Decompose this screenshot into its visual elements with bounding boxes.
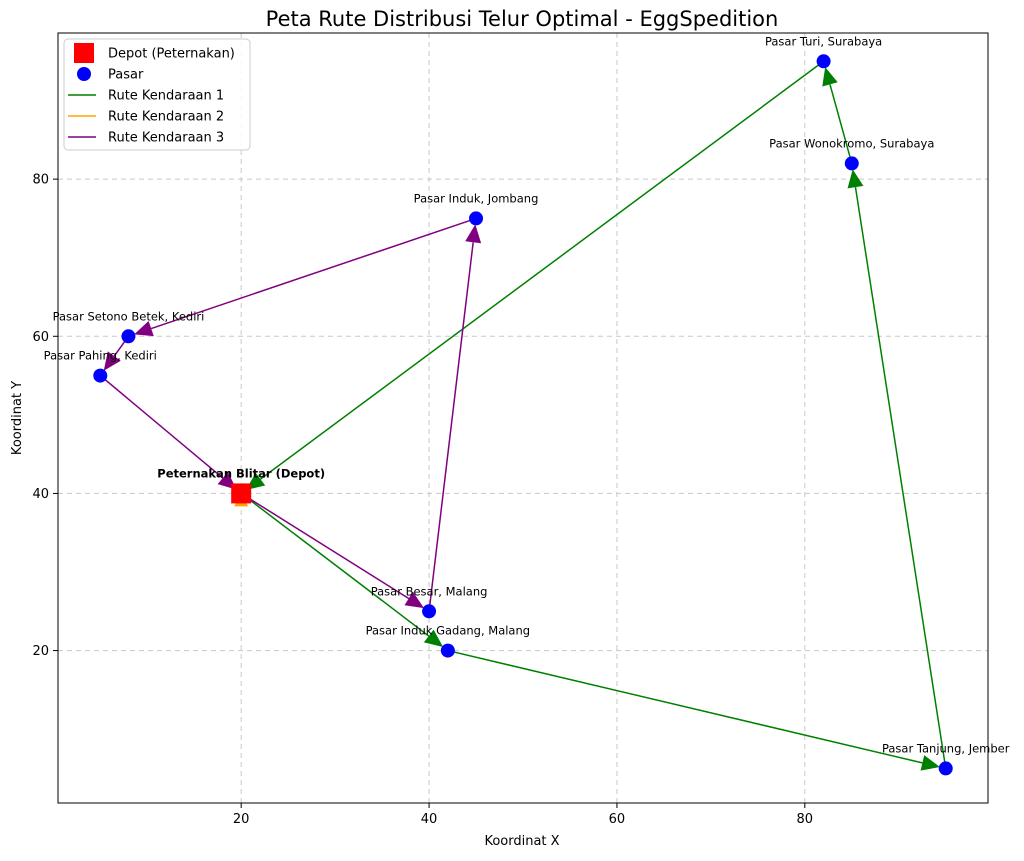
x-tick-label: 40 <box>421 812 438 827</box>
market-point <box>93 368 108 383</box>
points-layer <box>93 54 953 776</box>
market-point <box>844 156 859 171</box>
route-3-arrow <box>103 351 121 371</box>
route-3-segment <box>428 242 474 612</box>
grid-layer <box>58 33 988 803</box>
x-axis-label: Koordinat X <box>484 834 559 849</box>
route-1-segment <box>854 187 947 769</box>
routes-layer <box>99 60 947 771</box>
depot-point <box>231 483 252 504</box>
market-label: Pasar Setono Betek, Kediri <box>53 309 205 323</box>
route-3-arrow <box>134 321 154 337</box>
market-label: Pasar Wonokromo, Surabaya <box>769 136 934 150</box>
ticks-layer: 20 40 60 80 20 40 60 80 <box>32 173 813 827</box>
market-point <box>938 761 953 776</box>
route-3-arrow <box>465 224 482 244</box>
market-point <box>422 604 437 619</box>
legend-label: Pasar <box>108 68 144 83</box>
route-3-segment <box>240 492 410 600</box>
legend-label: Depot (Peternakan) <box>108 47 235 62</box>
route-1-segment <box>240 492 430 637</box>
y-tick-label: 60 <box>32 330 49 345</box>
route-1-arrow <box>847 169 864 189</box>
market-label: Pasar Induk Gadang, Malang <box>366 624 530 638</box>
y-tick-label: 40 <box>32 487 49 502</box>
route-3-segment <box>150 217 477 330</box>
market-label: Pasar Pahing, Kediri <box>44 349 157 363</box>
x-tick-label: 60 <box>609 812 626 827</box>
plot-frame <box>57 32 989 804</box>
legend: Depot (Peternakan) Pasar Rute Kendaraan 1 R… <box>63 38 251 151</box>
route-1-segment <box>260 60 825 480</box>
market-label: Pasar Tanjung, Jember <box>882 741 1010 755</box>
route-1-segment <box>829 84 853 164</box>
y-tick-label: 20 <box>32 644 49 659</box>
x-tick-label: 20 <box>233 812 250 827</box>
route-1-segment <box>447 649 923 764</box>
route-1-arrow <box>920 755 940 771</box>
labels-layer: Pasar Turi, Surabaya Pasar Wonokromo, Sur… <box>44 34 1010 755</box>
legend-depot-marker <box>74 43 94 63</box>
depot-label: Peternakan Blitar (Depot) <box>157 466 325 480</box>
market-point <box>816 54 831 69</box>
market-label: Pasar Induk, Jombang <box>414 191 539 205</box>
legend-market-marker <box>77 67 91 81</box>
x-tick-label: 80 <box>797 812 814 827</box>
legend-label: Rute Kendaraan 3 <box>108 131 224 146</box>
market-point <box>469 211 484 226</box>
legend-label: Rute Kendaraan 2 <box>108 110 224 125</box>
market-point <box>121 329 136 344</box>
route-1-arrow <box>423 629 444 647</box>
route-3-arrow <box>404 591 424 609</box>
route-1-arrow <box>822 67 838 87</box>
market-label: Pasar Besar, Malang <box>371 584 488 598</box>
chart-title: Peta Rute Distribusi Telur Optimal - Egg… <box>266 7 779 31</box>
legend-box <box>63 38 251 151</box>
legend-label: Rute Kendaraan 1 <box>108 89 224 104</box>
y-tick-label: 80 <box>32 173 49 188</box>
route-3-segment <box>99 374 224 479</box>
market-point <box>440 643 455 658</box>
y-axis-label: Koordinat Y <box>10 381 25 455</box>
market-label: Pasar Turi, Surabaya <box>765 34 882 48</box>
